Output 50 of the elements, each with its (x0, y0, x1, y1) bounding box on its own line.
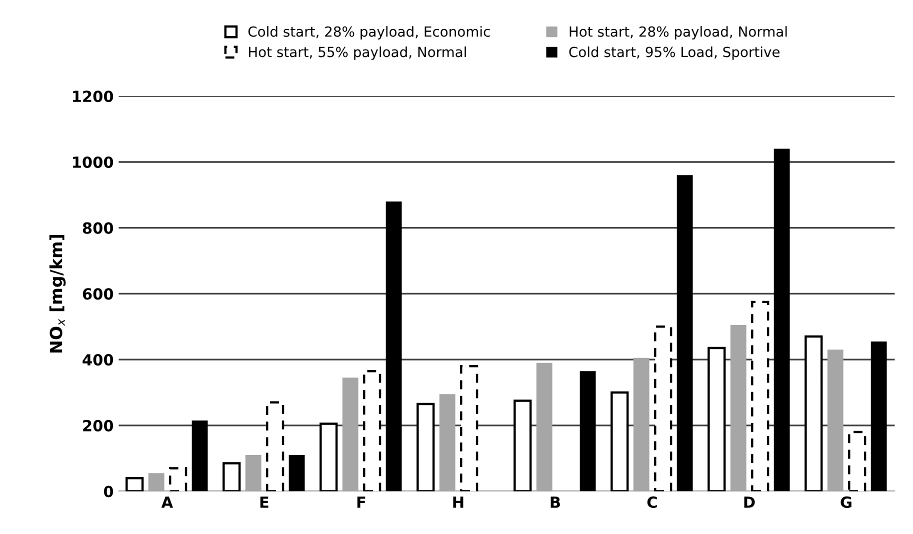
x-tick-label: C (647, 496, 657, 508)
bar (460, 365, 478, 492)
bar (580, 371, 596, 492)
bar (536, 362, 552, 492)
y-tick-label: 600 (82, 288, 114, 300)
x-tick-label: F (357, 496, 366, 508)
bar (610, 391, 629, 492)
legend-label: Cold start, 28% payload, Economic (248, 26, 490, 40)
bar (168, 467, 188, 492)
bar (870, 341, 887, 492)
y-axis-title: NO$_{x}$ [mg/km] (49, 234, 66, 352)
bar (386, 201, 402, 492)
bar (288, 455, 305, 492)
bar (774, 148, 790, 492)
bar (514, 400, 532, 492)
bar (848, 430, 866, 492)
bar (222, 462, 241, 492)
x-tick-label: B (550, 496, 560, 508)
y-tick-label: 400 (82, 354, 114, 366)
x-tick-label: D (744, 496, 755, 508)
bar (245, 455, 262, 492)
bar (751, 300, 770, 492)
legend-label: Cold start, 95% Load, Sportive (569, 46, 780, 60)
bar (148, 473, 164, 492)
bar (126, 477, 144, 492)
bar (633, 358, 650, 492)
bar (320, 422, 338, 492)
bar (804, 335, 823, 492)
y-tick-label: 1200 (73, 90, 114, 102)
y-tick-label: 800 (82, 222, 114, 234)
legend-label: Hot start, 55% payload, Normal (248, 46, 466, 60)
bar (439, 394, 456, 492)
y-tick-label: 200 (83, 420, 114, 432)
bar (676, 175, 693, 492)
bar (342, 378, 358, 492)
bar (654, 326, 672, 492)
x-tick-label: G (840, 496, 852, 508)
x-tick-label: E (260, 496, 268, 508)
bar (363, 370, 382, 492)
legend-label: Hot start, 28% payload, Normal (570, 26, 787, 40)
bar (192, 420, 208, 492)
bar (827, 350, 844, 492)
bar (730, 324, 746, 492)
x-tick-label: A (161, 496, 174, 508)
bar (708, 346, 726, 492)
bar (266, 401, 284, 492)
bar (416, 402, 435, 492)
x-tick-label: H (453, 496, 464, 508)
y-tick-label: 0 (104, 486, 114, 498)
y-tick-label: 1000 (73, 156, 114, 168)
